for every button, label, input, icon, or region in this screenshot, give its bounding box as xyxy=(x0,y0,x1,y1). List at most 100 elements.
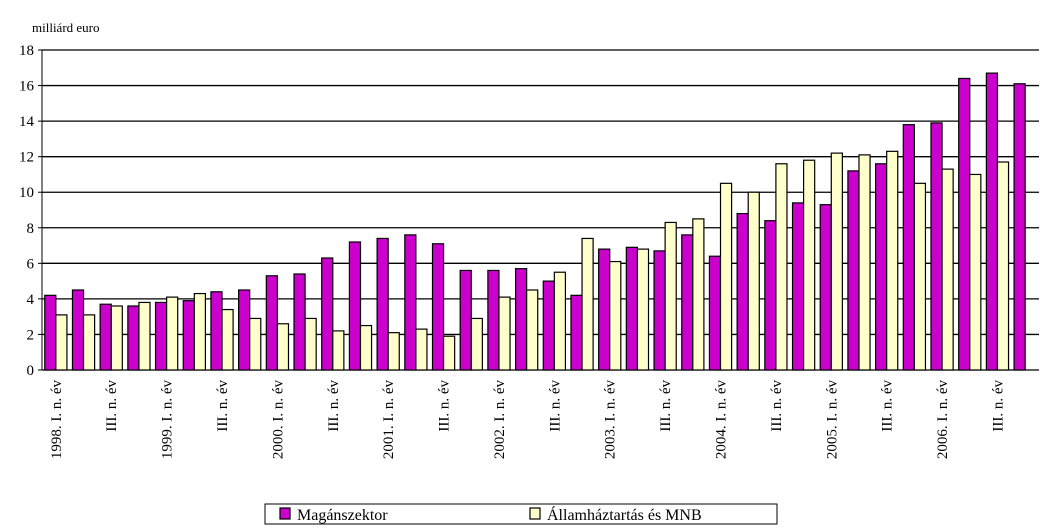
y-tick-label: 14 xyxy=(19,114,35,130)
bar xyxy=(775,163,788,371)
bar xyxy=(415,328,428,371)
bar xyxy=(636,248,650,371)
bar xyxy=(681,234,694,371)
y-tick-label: 0 xyxy=(27,363,35,379)
bar xyxy=(138,301,151,371)
x-tick-label: 2002. I. n. év xyxy=(492,380,508,460)
x-tick-label: 2003. I. n. év xyxy=(603,380,619,460)
x-tick-label: III. n. év xyxy=(769,380,785,432)
x-tick-label: 2005. I. n. év xyxy=(824,380,840,460)
bar xyxy=(791,202,805,371)
bar xyxy=(969,173,982,371)
y-tick-label: 4 xyxy=(27,292,35,308)
bar xyxy=(276,323,290,371)
bar xyxy=(902,124,915,371)
y-tick-label: 8 xyxy=(27,221,35,237)
x-tick-label: III. n. év xyxy=(215,380,231,432)
x-tick-label: III. n. év xyxy=(658,380,674,432)
bar xyxy=(913,182,927,371)
x-tick-label: 1999. I. n. év xyxy=(160,380,176,460)
bar xyxy=(359,324,373,371)
bar xyxy=(1013,83,1026,371)
bar xyxy=(404,234,417,371)
bar xyxy=(542,280,555,371)
bar xyxy=(747,191,760,371)
x-tick-label: III. n. év xyxy=(326,380,342,432)
bar xyxy=(985,72,999,371)
x-tick-label: 2001. I. n. év xyxy=(381,380,397,460)
bar xyxy=(110,305,123,371)
y-tick-label: 2 xyxy=(27,327,35,343)
bar xyxy=(930,122,943,371)
y-tick-label: 16 xyxy=(19,79,35,95)
bar xyxy=(664,221,677,371)
bar xyxy=(996,161,1010,371)
bar xyxy=(210,291,223,371)
bar xyxy=(819,204,832,371)
legend-swatch xyxy=(279,507,291,520)
bar xyxy=(332,330,345,371)
bar xyxy=(99,303,112,371)
bar xyxy=(431,243,445,371)
x-tick-label: III. n. év xyxy=(880,380,896,432)
bar xyxy=(692,218,705,371)
legend-label: Magánszektor xyxy=(297,507,388,524)
legend-swatch xyxy=(529,507,541,520)
bar xyxy=(348,241,362,371)
bar xyxy=(71,289,85,371)
y-tick-label: 6 xyxy=(27,256,35,272)
bar xyxy=(193,292,206,371)
unit-label: milliárd euro xyxy=(32,20,100,35)
bar xyxy=(82,314,96,371)
bar xyxy=(598,248,611,371)
x-tick-label: III. n. év xyxy=(104,380,120,432)
bar xyxy=(304,317,317,371)
bar xyxy=(249,317,262,371)
y-tick-label: 12 xyxy=(19,150,34,166)
bar xyxy=(581,237,594,371)
bar xyxy=(847,170,860,371)
bar xyxy=(719,182,733,371)
x-tick-label: III. n. év xyxy=(990,380,1006,432)
legend-box xyxy=(264,503,778,525)
bar xyxy=(958,77,971,371)
bar xyxy=(609,260,622,371)
bar xyxy=(221,308,234,371)
bar xyxy=(127,305,140,371)
x-tick-label: 2000. I. n. év xyxy=(270,380,286,460)
bar xyxy=(802,159,816,371)
bar xyxy=(736,212,749,371)
bar xyxy=(498,296,511,371)
bar xyxy=(553,271,567,371)
bar xyxy=(442,335,456,371)
bar xyxy=(570,294,583,371)
x-tick-label: 1998. I. n. év xyxy=(49,380,65,460)
bar xyxy=(154,301,168,371)
y-tick-label: 18 xyxy=(19,43,34,59)
bar xyxy=(166,296,179,371)
bar xyxy=(830,152,843,371)
bar xyxy=(487,269,500,371)
bar xyxy=(387,332,400,371)
bar xyxy=(708,255,722,371)
bar xyxy=(182,300,195,371)
bar xyxy=(514,268,528,371)
bar xyxy=(55,314,68,371)
bar xyxy=(526,289,539,371)
bar xyxy=(470,317,483,371)
x-tick-label: III. n. év xyxy=(437,380,453,432)
bar xyxy=(376,237,389,371)
legend-label: Államháztartás és MNB xyxy=(547,505,702,524)
bar xyxy=(238,289,251,371)
bar xyxy=(625,246,639,371)
bar xyxy=(321,257,334,371)
bar xyxy=(886,150,899,371)
x-tick-label: 2004. I. n. év xyxy=(714,380,730,460)
bar xyxy=(858,154,871,371)
x-tick-label: III. n. év xyxy=(547,380,563,432)
bar xyxy=(941,168,954,371)
bar xyxy=(764,220,777,371)
y-tick-label: 10 xyxy=(19,185,34,201)
bar xyxy=(459,269,472,371)
